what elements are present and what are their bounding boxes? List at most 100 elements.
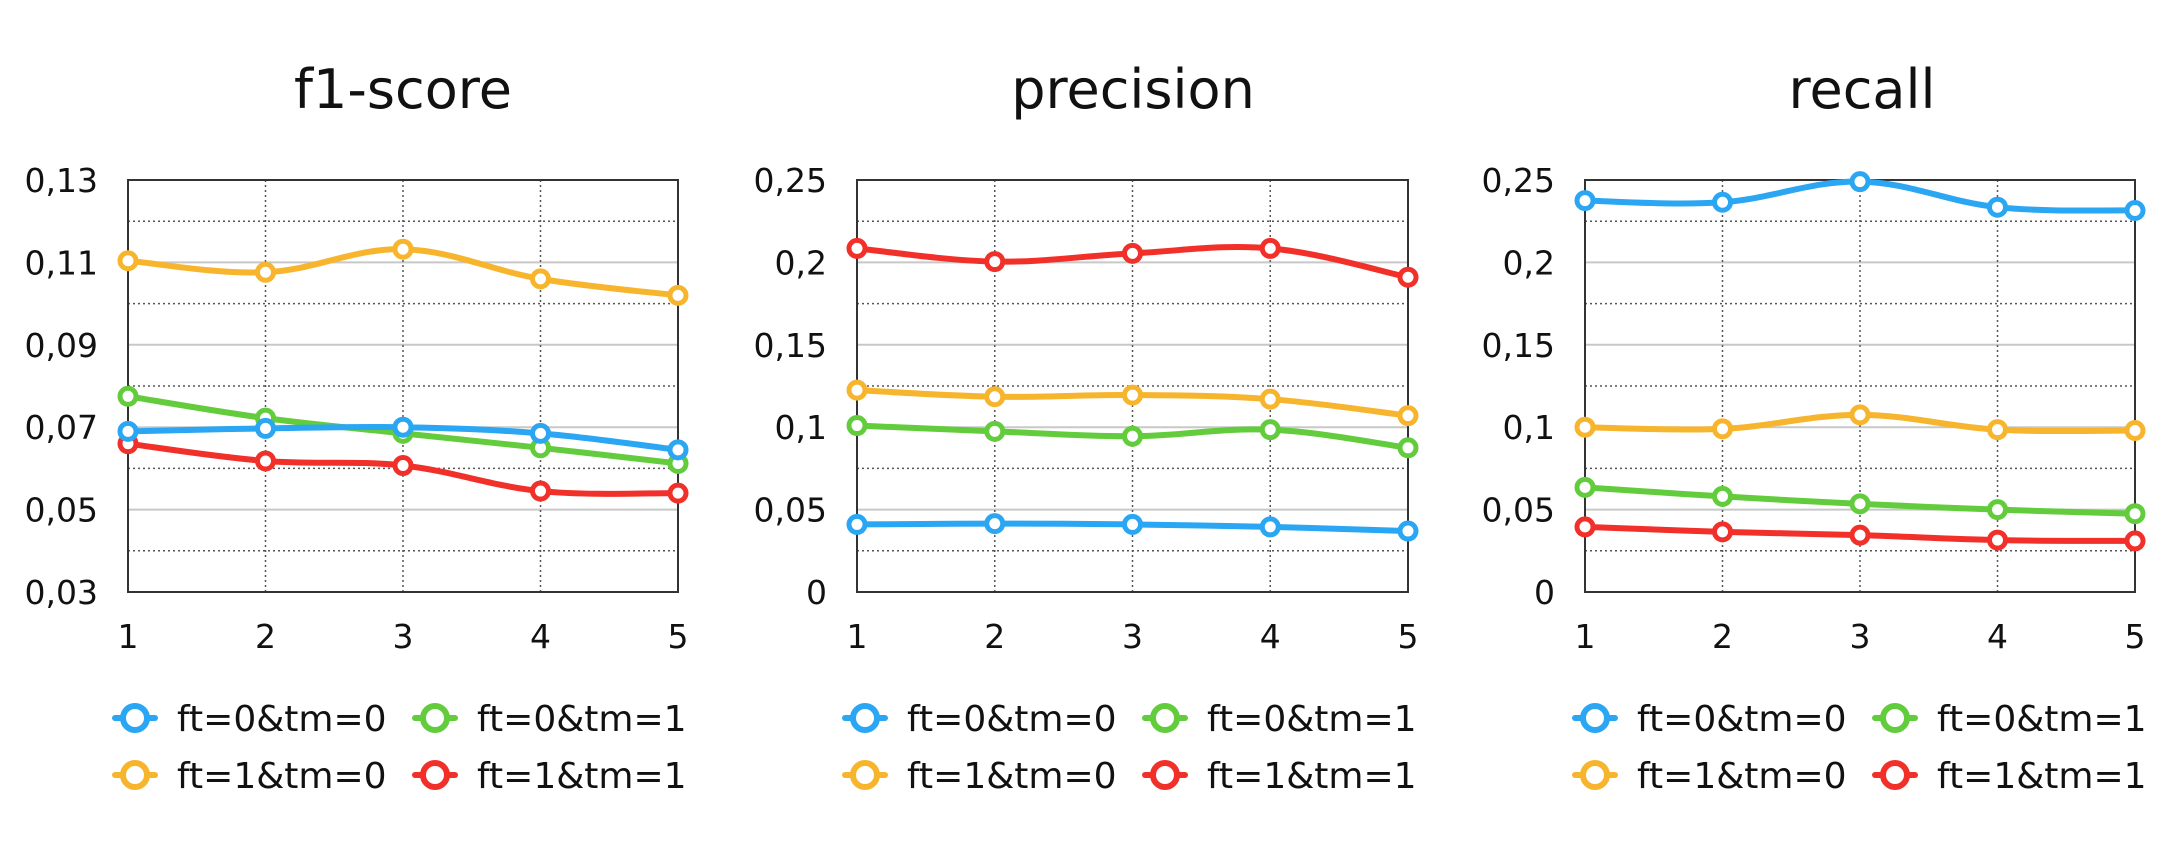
legend-marker-icon [120,760,150,790]
chart-title: recall [1788,58,1935,121]
data-point [667,439,689,461]
data-point [984,420,1006,442]
x-tick-label: 5 [668,617,689,656]
series-ft1-tm0 [1574,404,2146,441]
legend-label: ft=0&tm=1 [477,699,687,740]
series-ft0-tm0 [846,513,1419,542]
legend: ft=0&tm=0 ft=0&tm=1 ft=1&tm=0 ft=1&tm=1 [1572,699,2147,797]
legend-item: ft=0&tm=0 [1572,699,1847,740]
data-point [1849,404,1871,426]
data-point [846,237,868,259]
data-point [1574,476,1596,498]
data-point [1259,388,1281,410]
legend-item: ft=0&tm=1 [412,699,687,740]
legend-marker-icon [1580,760,1610,790]
data-point [984,513,1006,535]
legend-marker-icon [420,703,450,733]
data-point [117,420,139,442]
legend-item: ft=0&tm=1 [1872,699,2147,740]
data-point [530,422,551,444]
data-point [1987,419,2008,441]
legend-marker-icon [120,703,150,733]
data-point [1987,499,2008,521]
data-point [1574,516,1596,538]
legend-label: ft=1&tm=1 [477,756,687,797]
data-point [1122,384,1143,406]
data-point [1259,516,1281,538]
data-point [846,513,868,535]
legend-marker-icon [1150,703,1180,733]
data-point [117,385,139,407]
data-point [1574,416,1596,438]
data-point [1397,520,1419,542]
legend-item: ft=0&tm=0 [842,699,1117,740]
data-point [1712,191,1733,213]
y-tick-label: 0,03 [25,573,98,612]
data-point [1574,190,1596,212]
legend-item: ft=1&tm=1 [412,756,687,797]
series-ft0-tm1 [1574,476,2146,525]
y-tick-label: 0,2 [1503,243,1555,282]
data-point [1987,529,2008,551]
x-tick-label: 3 [1850,617,1871,656]
x-tick-label: 4 [530,617,551,656]
data-point [2124,419,2146,441]
y-tick-label: 0,05 [754,491,827,530]
chart-f1-score: f1-score 0,03 0,05 0,07 0,09 0,11 0,13 1 2 3 4 5 ft=… [25,58,689,797]
legend-label: ft=0&tm=0 [1637,699,1847,740]
legend-marker-icon [1880,703,1910,733]
legend-marker-icon [1150,760,1180,790]
legend-item: ft=1&tm=0 [1572,756,1847,797]
data-point [846,415,868,437]
x-tick-label: 5 [2125,617,2146,656]
legend-label: ft=1&tm=0 [177,756,387,797]
data-point [392,238,414,260]
data-point [1122,513,1143,535]
data-point [1397,266,1419,288]
x-tick-label: 2 [255,617,276,656]
data-point [667,284,689,306]
y-tick-label: 0,1 [1503,408,1555,447]
data-point [1397,405,1419,427]
legend-item: ft=1&tm=0 [842,756,1117,797]
y-tick-label: 0,15 [754,326,827,365]
data-point [984,386,1006,408]
x-tick-label: 1 [1575,617,1596,656]
series-ft0-tm0 [117,416,689,461]
data-point [1849,493,1871,515]
series-ft0-tm0 [1574,171,2146,221]
x-tick-label: 1 [118,617,139,656]
data-point [846,379,868,401]
y-tick-label: 0,09 [25,326,98,365]
legend-marker-icon [1580,703,1610,733]
legend-label: ft=0&tm=0 [907,699,1117,740]
legend-label: ft=0&tm=1 [1937,699,2147,740]
y-tick-label: 0,2 [775,243,827,282]
series-ft1-tm1 [846,237,1419,288]
data-point [2124,199,2146,221]
legend-marker-icon [850,703,880,733]
data-point [984,251,1006,273]
legend-marker-icon [1880,760,1910,790]
data-point [1987,196,2008,218]
legend-item: ft=1&tm=1 [1872,756,2147,797]
legend-label: ft=1&tm=1 [1937,756,2147,797]
data-point [1259,419,1281,441]
data-point [255,261,276,283]
y-tick-label: 0,13 [25,161,98,200]
x-tick-label: 2 [1712,617,1733,656]
series-ft1-tm0 [846,379,1419,427]
legend-label: ft=1&tm=1 [1207,756,1417,797]
legend-item: ft=0&tm=0 [112,699,387,740]
data-point [1849,171,1871,193]
data-point [667,482,689,504]
chart-title: precision [1011,58,1255,121]
data-point [530,268,551,290]
y-tick-label: 0 [1534,573,1555,612]
y-tick-label: 0,1 [775,408,827,447]
data-point [1849,524,1871,546]
y-tick-label: 0,07 [25,408,98,447]
legend: ft=0&tm=0 ft=0&tm=1 ft=1&tm=0 ft=1&tm=1 [112,699,687,797]
chart-title: f1-score [294,58,512,121]
data-point [392,455,414,477]
